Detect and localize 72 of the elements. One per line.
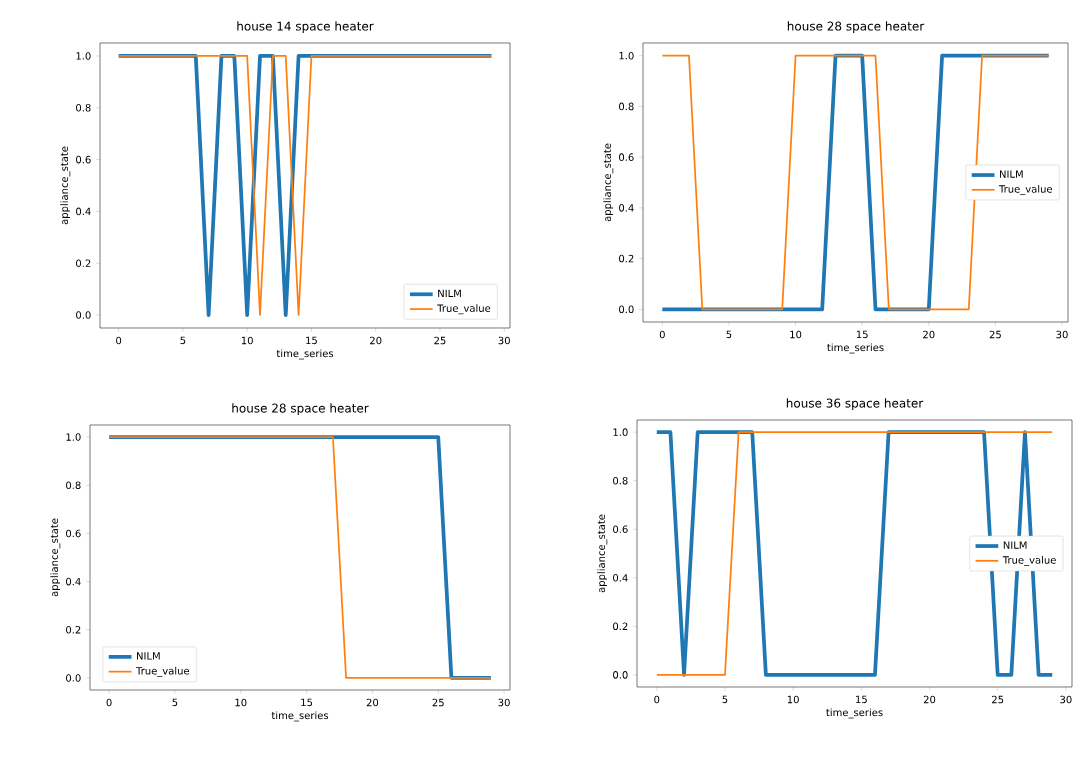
y-tick-label: 0.8 bbox=[613, 476, 628, 485]
y-tick-label: 0.2 bbox=[613, 622, 628, 631]
legend-label: True_value bbox=[1002, 556, 1056, 566]
y-tick-label: 0.6 bbox=[76, 155, 91, 164]
x-tick-label: 5 bbox=[726, 330, 732, 339]
chart-title: house 28 space heater bbox=[232, 403, 369, 415]
y-tick-label: 0.2 bbox=[66, 625, 81, 634]
legend-label: True_value bbox=[998, 185, 1053, 195]
x-tick-label: 20 bbox=[923, 330, 935, 339]
legend-label: NILM bbox=[137, 652, 160, 660]
legend-label: True_value bbox=[437, 304, 491, 315]
y-tick-label: 1.0 bbox=[619, 51, 634, 60]
y-tick-label: 1.0 bbox=[76, 52, 91, 60]
x-tick-label: 30 bbox=[1060, 695, 1072, 704]
chart-title: house 36 space heater bbox=[786, 398, 924, 410]
y-tick-label: 0.6 bbox=[613, 525, 628, 534]
x-tick-label: 20 bbox=[366, 698, 379, 707]
y-axis-title: appliance_state bbox=[50, 518, 61, 597]
y-tick-label: 0.4 bbox=[66, 577, 81, 586]
chart-title: house 28 space heater bbox=[787, 21, 925, 33]
x-axis-title: time_series bbox=[271, 711, 329, 722]
legend-label: NILM bbox=[1003, 541, 1027, 549]
x-tick-label: 30 bbox=[498, 336, 510, 345]
y-tick-label: 0.4 bbox=[619, 204, 634, 212]
x-axis-title: time_series bbox=[827, 343, 884, 354]
y-tick-label: 1.0 bbox=[66, 433, 81, 441]
chart-title: house 14 space heater bbox=[237, 21, 374, 33]
x-tick-label: 10 bbox=[790, 330, 802, 339]
y-tick-label: 0.6 bbox=[66, 529, 81, 538]
x-axis-title: time_series bbox=[276, 349, 334, 360]
x-axis-title: time_series bbox=[826, 708, 883, 719]
y-tick-label: 0.0 bbox=[76, 311, 91, 319]
y-axis-title: appliance_state bbox=[597, 514, 608, 593]
x-tick-label: 5 bbox=[180, 336, 186, 345]
y-tick-label: 0.8 bbox=[76, 103, 91, 112]
x-tick-label: 15 bbox=[306, 336, 317, 345]
y-tick-label: 0.0 bbox=[66, 674, 81, 682]
x-tick-label: 5 bbox=[722, 695, 728, 704]
x-tick-label: 10 bbox=[241, 336, 253, 345]
legend-label: NILM bbox=[1000, 170, 1023, 178]
x-tick-label: 20 bbox=[923, 695, 936, 704]
y-tick-label: 0.4 bbox=[76, 207, 91, 216]
y-tick-label: 0.6 bbox=[619, 153, 634, 161]
x-tick-label: 0 bbox=[659, 330, 665, 339]
x-tick-label: 20 bbox=[370, 336, 382, 345]
legend-label: NILM bbox=[438, 289, 461, 297]
y-tick-label: 0.4 bbox=[613, 573, 628, 582]
x-tick-label: 25 bbox=[992, 695, 1004, 704]
y-tick-label: 0.8 bbox=[619, 102, 634, 111]
y-tick-label: 0.2 bbox=[76, 259, 91, 268]
x-tick-label: 0 bbox=[654, 695, 660, 704]
x-tick-label: 0 bbox=[106, 698, 112, 707]
x-tick-label: 25 bbox=[432, 698, 444, 707]
y-tick-label: 0.2 bbox=[619, 254, 634, 263]
x-tick-label: 10 bbox=[787, 695, 799, 704]
y-tick-label: 0.0 bbox=[619, 305, 634, 314]
y-axis-title: appliance_state bbox=[60, 146, 71, 225]
x-tick-label: 0 bbox=[116, 336, 122, 345]
x-tick-label: 15 bbox=[856, 330, 868, 339]
x-tick-label: 25 bbox=[434, 336, 446, 345]
y-tick-label: 1.0 bbox=[613, 428, 628, 436]
x-tick-label: 30 bbox=[1056, 330, 1068, 339]
x-tick-label: 30 bbox=[498, 698, 510, 707]
x-tick-label: 15 bbox=[856, 695, 867, 704]
y-tick-label: 0.0 bbox=[613, 671, 628, 679]
x-tick-label: 25 bbox=[989, 330, 1001, 339]
y-axis-title: appliance_state bbox=[603, 143, 614, 222]
y-tick-label: 0.8 bbox=[66, 481, 81, 490]
x-tick-label: 15 bbox=[301, 698, 313, 707]
legend-label: True_value bbox=[136, 666, 190, 677]
x-tick-label: 5 bbox=[172, 698, 178, 707]
x-tick-label: 10 bbox=[235, 698, 247, 707]
